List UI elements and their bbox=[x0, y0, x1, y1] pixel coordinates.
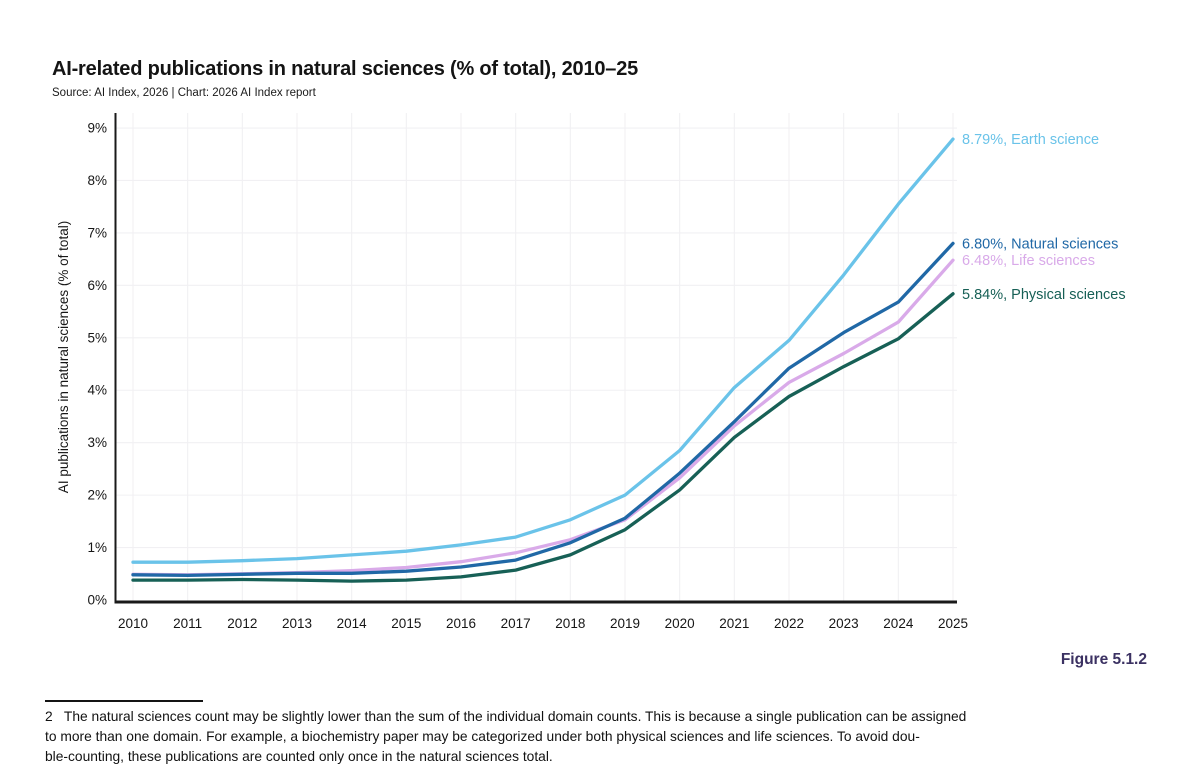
x-tick-label: 2016 bbox=[446, 616, 476, 631]
series-line-physical-sciences bbox=[131, 292, 955, 583]
footnote-rule bbox=[45, 700, 203, 702]
chart-source: Source: AI Index, 2026 | Chart: 2026 AI … bbox=[52, 87, 316, 99]
x-tick-label: 2010 bbox=[118, 616, 148, 631]
x-tick-label: 2012 bbox=[227, 616, 257, 631]
x-tick-label: 2023 bbox=[829, 616, 859, 631]
x-tick-label: 2020 bbox=[665, 616, 695, 631]
x-tick-label: 2022 bbox=[774, 616, 804, 631]
y-axis-title: AI publications in natural sciences (% o… bbox=[56, 221, 71, 493]
y-tick-label: 0% bbox=[87, 593, 107, 608]
x-tick-label: 2019 bbox=[610, 616, 640, 631]
series-line-natural-sciences bbox=[131, 241, 955, 578]
series-end-label-natural-sciences: 6.80%, Natural sciences bbox=[962, 236, 1118, 252]
y-tick-label: 9% bbox=[87, 121, 107, 136]
y-tick-label: 7% bbox=[87, 225, 107, 240]
series-end-label-physical-sciences: 5.84%, Physical sciences bbox=[962, 287, 1126, 303]
y-tick-label: 1% bbox=[87, 540, 107, 555]
x-tick-label: 2017 bbox=[501, 616, 531, 631]
series-end-label-life-sciences: 6.48%, Life sciences bbox=[962, 253, 1095, 269]
x-tick-label: 2015 bbox=[391, 616, 421, 631]
x-tick-label: 2021 bbox=[719, 616, 749, 631]
x-tick-label: 2014 bbox=[337, 616, 368, 631]
footnote-text: 2 The natural sciences count may be slig… bbox=[45, 709, 967, 764]
x-tick-label: 2013 bbox=[282, 616, 312, 631]
y-tick-label: 5% bbox=[87, 330, 107, 345]
y-tick-label: 2% bbox=[87, 488, 107, 503]
y-tick-label: 3% bbox=[87, 435, 107, 450]
x-tick-label: 2011 bbox=[173, 616, 202, 631]
series-end-label-earth-science: 8.79%, Earth science bbox=[962, 132, 1099, 148]
figure-label: Figure 5.1.2 bbox=[1060, 651, 1147, 668]
x-tick-label: 2025 bbox=[938, 616, 968, 631]
line-chart: 0% 1% 2% 3% 4% 5% 6% 7% 8% 9% 2010 2011 2012 2013 2014… bbox=[56, 113, 1126, 631]
x-tick-label: 2024 bbox=[883, 616, 914, 631]
series-line-earth-science bbox=[131, 137, 955, 564]
y-tick-label: 6% bbox=[87, 278, 107, 293]
y-tick-label: 8% bbox=[87, 173, 107, 188]
x-tick-label: 2018 bbox=[555, 616, 585, 631]
y-tick-label: 4% bbox=[87, 383, 107, 398]
chart-title: AI-related publications in natural scien… bbox=[52, 58, 639, 80]
